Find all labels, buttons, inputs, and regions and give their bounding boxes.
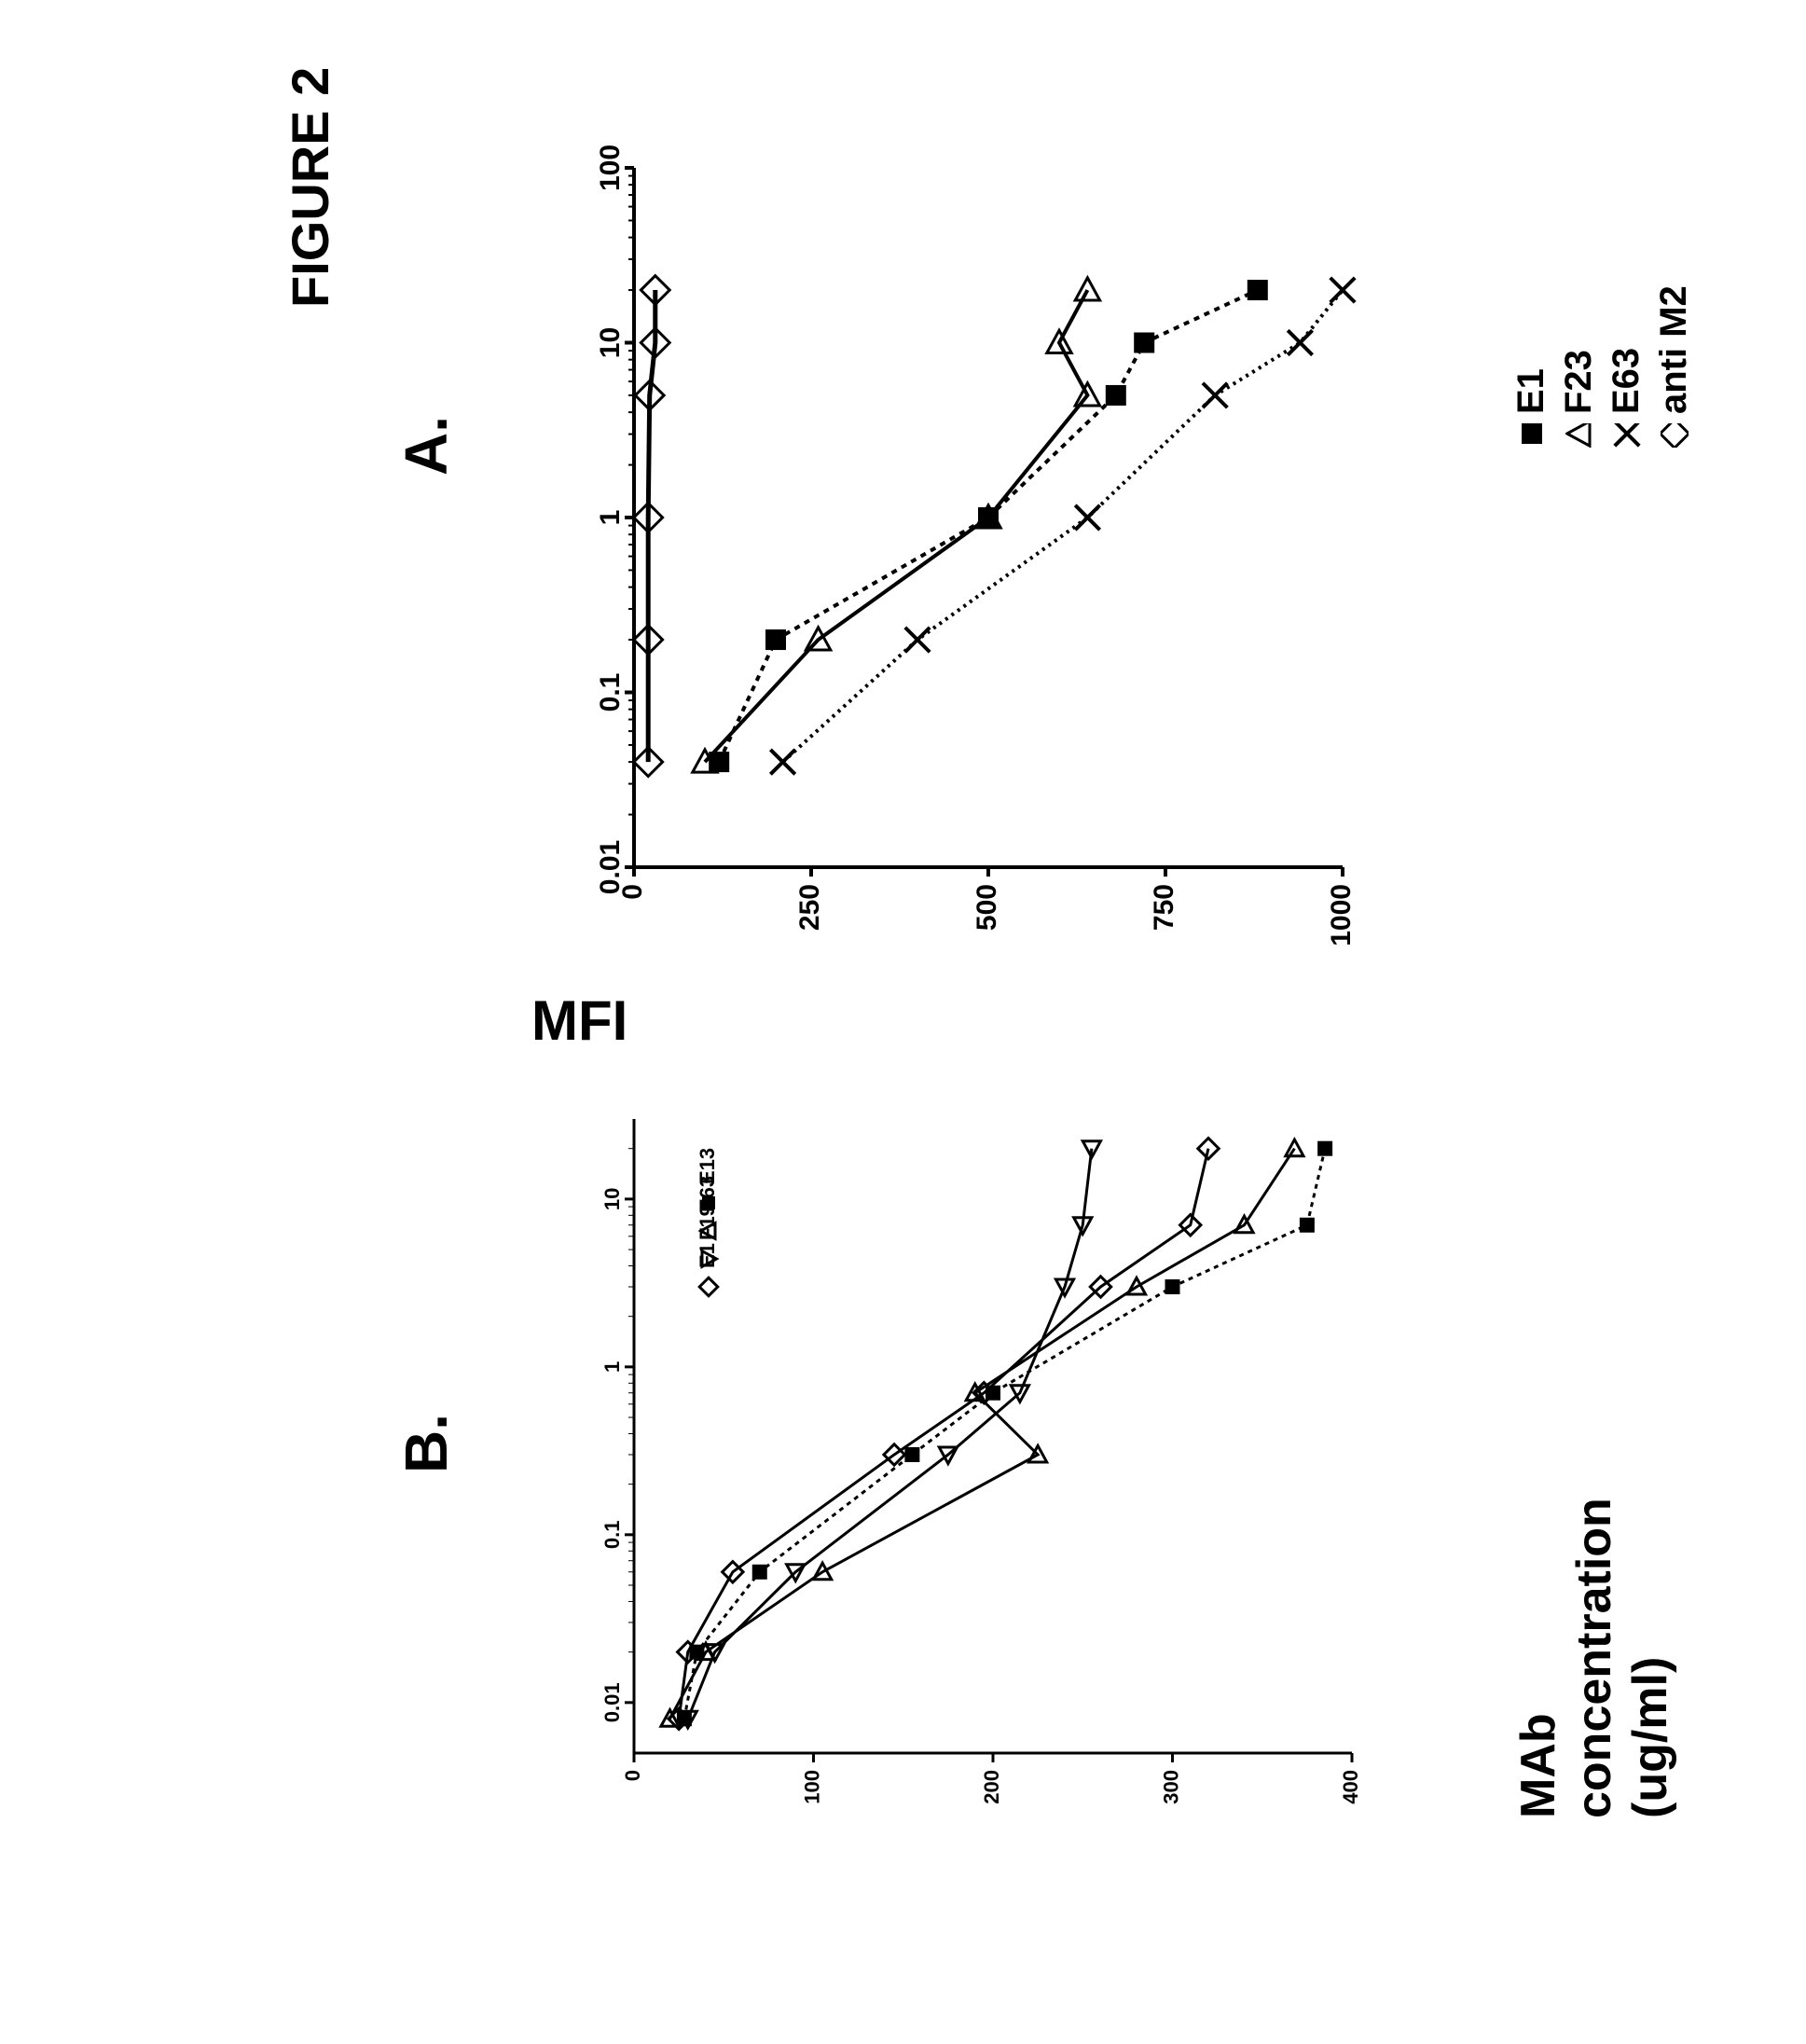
shared-xlabel: MAb concentration (ug/ml): [1510, 1498, 1678, 1818]
svg-text:F19: F19: [696, 1205, 719, 1240]
svg-text:0.1: 0.1: [595, 673, 626, 712]
shared-ylabel: MFI: [531, 988, 627, 1053]
svg-text:100: 100: [595, 145, 626, 191]
svg-text:E1: E1: [696, 1243, 719, 1268]
svg-text:1: 1: [600, 1361, 624, 1373]
figure-page: FIGURE 2 A. B. MFI MAb concentration (ug…: [0, 0, 1806, 2044]
svg-text:500: 500: [972, 884, 1002, 931]
legend-label: anti M2: [1653, 285, 1695, 414]
svg-text:0.1: 0.1: [600, 1521, 624, 1550]
panel-b-label: B.: [392, 1414, 461, 1473]
panel-a-label: A.: [392, 416, 461, 476]
legend-item: E63: [1606, 285, 1647, 448]
filled-square-icon: [1520, 423, 1544, 448]
legend-label: E1: [1510, 368, 1552, 414]
figure-title: FIGURE 2: [280, 67, 340, 308]
open-diamond-icon: [1662, 423, 1687, 448]
svg-text:100: 100: [800, 1770, 823, 1804]
svg-text:0.01: 0.01: [600, 1682, 624, 1722]
legend-item: E1: [1510, 285, 1552, 448]
legend-item: F23: [1558, 285, 1600, 448]
legend-label: E63: [1606, 348, 1647, 414]
legend-item: anti M2: [1653, 285, 1695, 448]
svg-text:400: 400: [1339, 1770, 1362, 1804]
svg-text:750: 750: [1149, 884, 1179, 931]
legend-label: F23: [1558, 350, 1600, 414]
panel-a-chart: 0.010.111010002505007501000: [522, 140, 1361, 979]
svg-text:10: 10: [595, 327, 626, 358]
panel-b-chart: 0.010.11100100200300400E13E63F19E1: [541, 1100, 1380, 1846]
panel-a-legend: E1F23E63anti M2: [1510, 285, 1701, 448]
svg-text:1000: 1000: [1326, 884, 1357, 946]
svg-text:300: 300: [1159, 1770, 1182, 1804]
svg-text:0: 0: [617, 884, 648, 900]
svg-text:200: 200: [980, 1770, 1003, 1804]
svg-text:0: 0: [621, 1770, 644, 1781]
x-icon: [1615, 423, 1639, 448]
svg-text:1: 1: [595, 510, 626, 526]
svg-text:10: 10: [600, 1188, 624, 1210]
open-triangle-icon: [1567, 423, 1592, 448]
svg-text:250: 250: [794, 884, 825, 931]
